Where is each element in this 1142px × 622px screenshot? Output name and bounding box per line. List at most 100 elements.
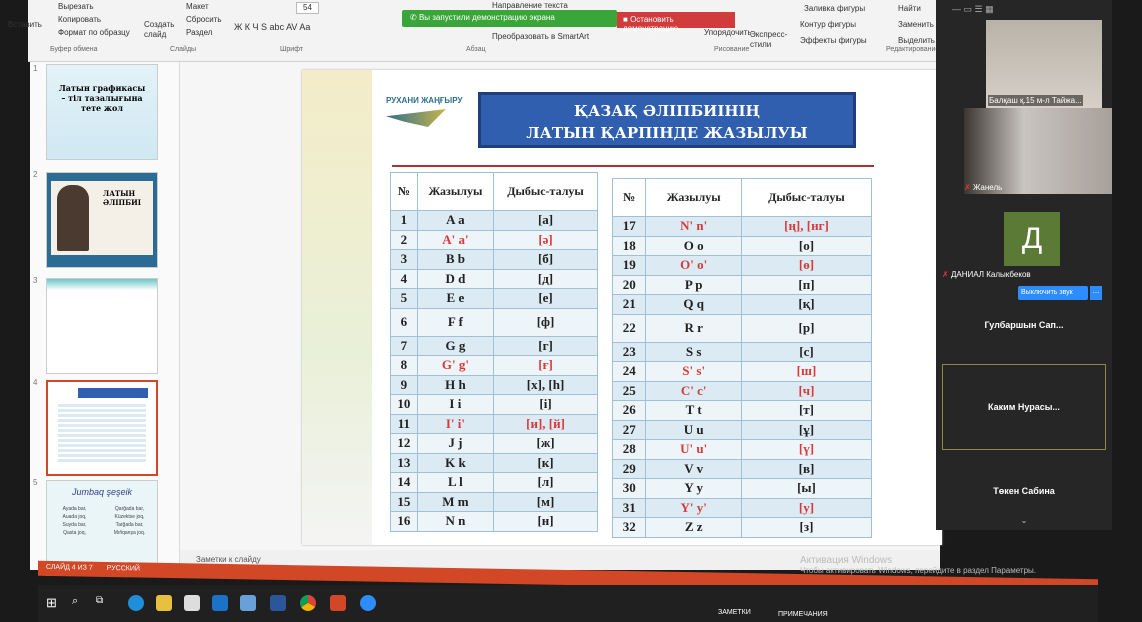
shape-outline-button[interactable]: Контур фигуры	[800, 20, 856, 29]
paste-button[interactable]: Вставить	[8, 20, 42, 29]
letter-spelling: S s	[645, 341, 742, 362]
search-icon[interactable]: ⌕	[72, 595, 79, 607]
riddle-line: Mıňqanşa joq.	[113, 530, 146, 536]
letter-sound: [в]	[740, 458, 873, 479]
table-row: 19 O' o' [ө]	[611, 255, 873, 276]
new-slide-button[interactable]: Создать слайд	[144, 20, 175, 39]
stop-share-button[interactable]: ■ Остановить демонстрацию	[617, 12, 735, 33]
smartart-button[interactable]: Преобразовать в SmartArt	[492, 32, 590, 41]
letter-spelling: S' s'	[645, 361, 742, 382]
quick-styles-button[interactable]: Экспресс-стили	[750, 30, 788, 49]
table-row: 16 N n [н]	[390, 511, 598, 532]
find-button[interactable]: Найти	[898, 4, 921, 13]
chrome-icon[interactable]	[300, 595, 316, 611]
slide-title: ҚАЗАҚ ӘЛІПБИІНІҢ ЛАТЫН ҚАРПІНДЕ ЖАЗЫЛУЫ	[478, 92, 856, 148]
windows-start-icon[interactable]: ⊞	[46, 595, 57, 610]
letter-sound: [ф]	[493, 307, 598, 337]
participant-video[interactable]: ✗ Жанель	[964, 108, 1112, 194]
reset-button[interactable]: Сбросить	[186, 15, 222, 24]
section-button[interactable]: Раздел	[186, 28, 213, 37]
participant-tile[interactable]: Төкен Сабина	[942, 486, 1106, 496]
slide-thumbnail-2[interactable]: ЛАТЫН ӘЛІПБИІ	[46, 172, 158, 268]
slide-thumbnail-4[interactable]	[46, 380, 158, 476]
participant-tile[interactable]: Каким Нурасы...	[942, 364, 1106, 450]
cut-button[interactable]: Вырезать	[58, 2, 94, 11]
current-slide[interactable]: РУХАНИ ЖАҢҒЫРУ ҚАЗАҚ ӘЛІПБИІНІҢ ЛАТЫН ҚАР…	[302, 70, 942, 545]
column-header: Дыбыс-талуы	[493, 172, 598, 211]
letter-number: 15	[390, 491, 418, 512]
table-row: 18 O o [о]	[611, 235, 873, 256]
powerpoint-icon[interactable]	[330, 595, 346, 611]
participant-name: Төкен Сабина	[993, 486, 1055, 496]
letter-sound: [х], [h]	[493, 374, 598, 395]
thumb-title: Латын графикасы – тіл тазалығына тете жо…	[58, 83, 146, 113]
more-options-button[interactable]: ...	[1090, 286, 1102, 300]
edge-icon[interactable]	[128, 595, 144, 611]
participant-name: Балқаш қ.15 м-л Тайжа...	[988, 95, 1083, 106]
select-button[interactable]: Выделить	[898, 36, 935, 45]
letter-spelling: U u	[645, 419, 742, 440]
mute-button[interactable]: Выключить звук	[1018, 286, 1088, 300]
slide-thumbnail-3[interactable]	[46, 278, 158, 374]
store-icon[interactable]	[184, 595, 200, 611]
slide-thumbnail-5[interactable]: Jumbaq şeşeik Ayada bar, Qarğada bar, Aua…	[46, 480, 158, 576]
language-indicator[interactable]: РУССКИЙ	[106, 564, 140, 573]
letter-number: 25	[611, 380, 647, 401]
participant-tile[interactable]: Гулбаршын Сап...	[942, 320, 1106, 330]
mail-icon[interactable]	[212, 595, 228, 611]
copy-button[interactable]: Копировать	[58, 15, 102, 24]
slide-thumbnail-1[interactable]: Латын графикасы – тіл тазалығына тете жо…	[46, 64, 158, 160]
letter-spelling: I i	[416, 394, 495, 415]
slides-group-label: Слайды	[170, 46, 197, 53]
letter-number: 5	[390, 288, 418, 309]
participant-video[interactable]: Балқаш қ.15 м-л Тайжа...	[986, 20, 1102, 108]
participant-name: Жанель	[972, 183, 1003, 192]
letter-spelling: G' g'	[416, 355, 495, 376]
letter-sound: [р]	[740, 313, 873, 343]
arrange-button[interactable]: Упорядочить	[704, 28, 752, 37]
letter-spelling: N n	[416, 511, 495, 532]
letter-spelling: T t	[645, 400, 742, 421]
paragraph-group-label: Абзац	[466, 46, 486, 53]
file-explorer-icon[interactable]	[156, 595, 172, 611]
word-icon[interactable]	[270, 595, 286, 611]
rukhani-zhangyru-logo: РУХАНИ ЖАҢҒЫРУ	[386, 96, 466, 127]
notes-toggle[interactable]: ЗАМЕТКИ	[718, 609, 751, 616]
letter-sound: [и], [й]	[493, 413, 598, 434]
network-app-icon[interactable]	[240, 595, 256, 611]
task-view-icon[interactable]: ⧉	[96, 595, 104, 606]
table-row: 32 Z z [з]	[611, 517, 873, 538]
letter-number: 24	[611, 361, 647, 382]
riddle-line: Tarğada bar,	[115, 522, 144, 528]
layout-button[interactable]: Макет	[186, 2, 209, 11]
comments-toggle[interactable]: ПРИМЕЧАНИЯ	[778, 611, 828, 618]
letter-sound: [ө]	[740, 255, 873, 276]
shape-fill-button[interactable]: Заливка фигуры	[804, 4, 866, 13]
thumb-number: 5	[33, 478, 38, 487]
letter-sound: [о]	[740, 235, 873, 256]
participant-tile[interactable]: ✗ ДАНИАЛ Калыкбеков	[942, 270, 1106, 279]
font-size-input[interactable]: 54	[296, 2, 319, 14]
letter-number: 19	[611, 255, 647, 276]
notes-pane[interactable]: Заметки к слайду	[180, 550, 940, 570]
letter-sound: [б]	[493, 249, 598, 270]
letter-spelling: H h	[416, 374, 495, 395]
format-painter-button[interactable]: Формат по образцу	[58, 28, 130, 37]
view-mode-icons[interactable]: — ▭ ☰ ▦	[952, 4, 994, 14]
font-format-buttons[interactable]: Ж К Ч S abc AV Aa	[234, 22, 311, 32]
shape-effects-button[interactable]: Эффекты фигуры	[800, 36, 867, 45]
letter-number: 17	[611, 216, 647, 237]
text-direction-button[interactable]: Направление текста	[492, 1, 568, 10]
letter-sound: [н]	[493, 511, 598, 532]
replace-button[interactable]: Заменить	[898, 20, 934, 29]
drawing-group-label: Рисование	[714, 46, 750, 53]
chevron-down-icon[interactable]: ⌄	[1020, 516, 1028, 525]
thumb-number: 1	[33, 64, 38, 73]
table-row: 27 U u [ұ]	[611, 419, 873, 440]
zoom-icon[interactable]	[360, 595, 376, 611]
letter-sound: [ч]	[740, 380, 873, 401]
